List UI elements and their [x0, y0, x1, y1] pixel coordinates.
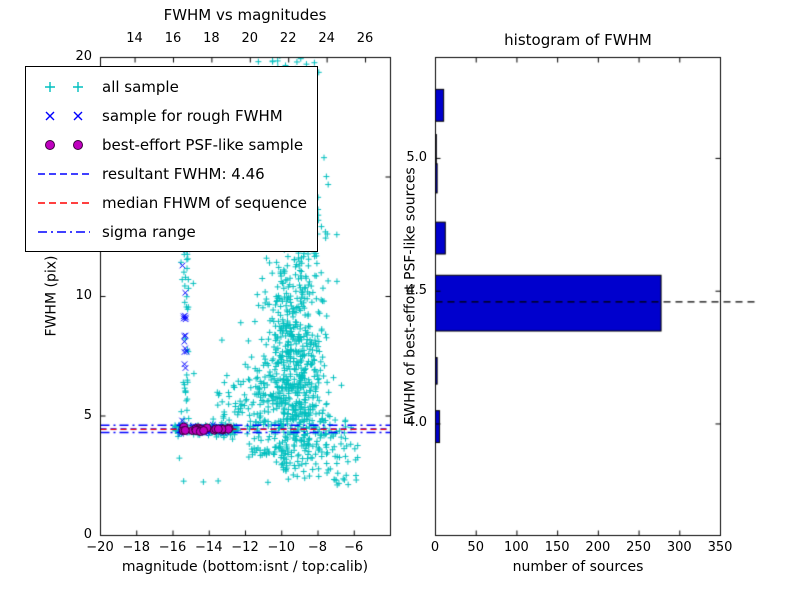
legend-entry: sigma range: [34, 217, 307, 246]
legend-label: all sample: [102, 77, 179, 96]
circle-marker-icon: [34, 136, 96, 154]
right-plot-xlabel: number of sources: [512, 559, 644, 575]
top-x-tick-label: 24: [318, 31, 335, 46]
legend-entry: resultant FWHM: 4.46: [34, 159, 307, 188]
legend-entry: all sample: [34, 72, 307, 101]
left-plot-ylabel: FWHM (pix): [43, 255, 60, 337]
legend-label: best-effort PSF-like sample: [102, 135, 304, 154]
left-x-tick-label: −12: [231, 540, 259, 555]
right-x-tick-label: 100: [504, 540, 529, 555]
right-x-tick-label: 0: [430, 540, 440, 555]
top-x-tick-label: 20: [241, 31, 259, 46]
right-x-tick-label: 200: [585, 540, 611, 555]
top-x-tick-label: 16: [164, 31, 182, 46]
right-x-tick-label: 300: [666, 540, 692, 555]
left-plot-title: FWHM vs magnitudes: [163, 6, 327, 24]
legend-label: resultant FWHM: 4.46: [102, 164, 265, 183]
left-y-tick-label: 5: [83, 407, 92, 423]
right-x-tick-label: 150: [544, 540, 570, 555]
left-x-tick-label: −18: [122, 540, 150, 555]
legend: all sample sample for rough FWHM best-effo…: [25, 66, 318, 252]
top-x-tick-label: 14: [126, 31, 143, 46]
legend-entry: best-effort PSF-like sample: [34, 130, 307, 159]
top-x-tick-label: 22: [279, 31, 297, 46]
right-x-tick-label: 350: [707, 540, 733, 555]
legend-label: sigma range: [102, 222, 196, 241]
left-y-tick-label: 0: [83, 527, 92, 542]
dashed-marker-icon: [34, 165, 96, 183]
right-plot-title: histogram of FWHM: [504, 31, 652, 49]
left-y-tick-label: 10: [75, 288, 92, 303]
left-x-tick-label: −10: [267, 540, 295, 555]
left-plot-xlabel: magnitude (bottom:isnt / top:calib): [121, 559, 369, 575]
left-x-tick-label: −14: [195, 540, 223, 555]
top-x-tick-label: 18: [203, 31, 220, 46]
left-x-tick-label: −16: [158, 540, 187, 555]
left-x-tick-label: −6: [344, 540, 364, 555]
right-y-tick-label: 4.5: [406, 282, 427, 298]
left-y-tick-label: 20: [75, 49, 92, 64]
dashed-marker-icon: [34, 194, 96, 212]
left-x-tick-label: −20: [86, 540, 114, 555]
right-y-tick-label: 4.0: [406, 415, 427, 431]
right-x-tick-label: 50: [467, 540, 484, 555]
plus-marker-icon: [34, 78, 96, 96]
x-marker-icon: [34, 107, 96, 125]
legend-label: sample for rough FWHM: [102, 106, 283, 125]
right-x-tick-label: 250: [626, 540, 651, 555]
legend-label: median FHWM of sequence: [102, 193, 307, 212]
dashdot-marker-icon: [34, 223, 96, 241]
right-y-tick-label: 5.0: [406, 149, 427, 165]
left-x-tick-label: −8: [307, 540, 328, 555]
legend-entry: median FHWM of sequence: [34, 188, 307, 217]
top-x-tick-label: 26: [356, 31, 374, 46]
legend-entry: sample for rough FWHM: [34, 101, 307, 130]
